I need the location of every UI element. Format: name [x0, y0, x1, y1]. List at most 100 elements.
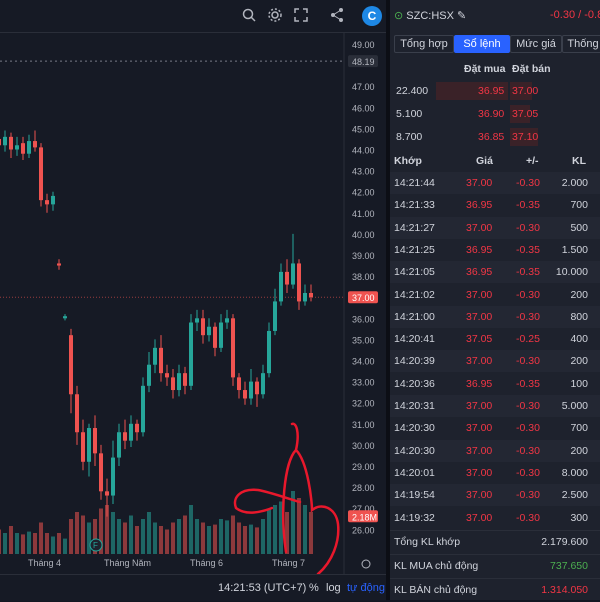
- volume-bar: [0, 529, 1, 554]
- trade-row[interactable]: 14:21:05 36.95 -0.35 10.000: [390, 261, 600, 284]
- trade-change: -0.30: [516, 511, 540, 524]
- trade-row[interactable]: 14:20:30 37.00 -0.30 700: [390, 417, 600, 440]
- trade-row[interactable]: 14:21:00 37.00 -0.30 800: [390, 305, 600, 328]
- volume-bar: [291, 491, 295, 554]
- symbol[interactable]: ⊙ SZC:HSX ✎: [394, 9, 466, 22]
- book-sell: 37.05: [512, 108, 539, 120]
- volume-bar: [255, 527, 259, 554]
- candle-body: [93, 428, 97, 454]
- total-label: Tổng KL khớp: [394, 536, 461, 548]
- candle-body: [105, 491, 109, 496]
- trade-change-header: +/-: [526, 155, 539, 167]
- candle-body: [309, 292, 313, 298]
- percent-toggle[interactable]: %: [309, 582, 319, 594]
- price-axis-label: 47.00: [352, 82, 375, 92]
- trade-change: -0.30: [516, 221, 540, 234]
- magnifier-icon[interactable]: [240, 7, 258, 25]
- price-axis-label: 49.00: [352, 40, 375, 50]
- trade-change: -0.30: [516, 489, 540, 502]
- volume-bar: [159, 526, 163, 554]
- volume-bar: [213, 524, 217, 554]
- trade-row[interactable]: 14:20:01 37.00 -0.30 8.000: [390, 461, 600, 484]
- trade-time: 14:21:05: [394, 266, 435, 279]
- trade-row[interactable]: 14:21:02 37.00 -0.30 200: [390, 283, 600, 306]
- trade-vol: 5.000: [561, 400, 588, 412]
- trade-vol: 1.500: [561, 243, 588, 256]
- trade-time: 14:20:39: [394, 355, 435, 368]
- trade-row[interactable]: 14:20:31 37.00 -0.30 5.000: [390, 395, 600, 417]
- volume-bar: [57, 533, 61, 554]
- time-axis-label: Tháng 7: [272, 558, 305, 568]
- price-axis-label: 2.18M: [352, 512, 377, 522]
- tab-3[interactable]: Thống: [562, 35, 600, 53]
- price-axis-label: 44.00: [352, 146, 375, 156]
- candle-body: [0, 138, 1, 146]
- candle-body: [57, 263, 61, 266]
- book-sell-bar: [510, 82, 532, 100]
- trade-row[interactable]: 14:21:44 37.00 -0.30 2.000: [390, 172, 600, 194]
- trade-time: 14:21:25: [394, 243, 435, 256]
- trade-vol: 8.000: [561, 466, 588, 479]
- candlestick-chart[interactable]: 49.00 48.19 47.00 46.00 45.00 44.00 43.00 42.00…: [0, 32, 386, 574]
- circle-icon: ⊙: [394, 10, 404, 22]
- gear-icon[interactable]: [266, 7, 284, 25]
- price-axis-label: 39.00: [352, 251, 375, 261]
- share-icon[interactable]: [328, 7, 346, 25]
- candle-body: [75, 394, 79, 433]
- log-toggle[interactable]: log: [326, 582, 341, 594]
- candle-body: [189, 322, 193, 386]
- candle-body: [261, 373, 265, 395]
- tab-0[interactable]: Tổng hợp: [394, 35, 454, 53]
- trade-row[interactable]: 14:21:33 36.95 -0.35 700: [390, 194, 600, 217]
- trade-vol: 10.000: [555, 266, 588, 279]
- trade-vol: 400: [570, 333, 588, 346]
- fullscreen-icon[interactable]: [292, 7, 310, 25]
- tab-1[interactable]: Sổ lệnh: [454, 35, 510, 53]
- panel-header: ⊙ SZC:HSX ✎ -0.30 / -0.8: [390, 0, 600, 32]
- trade-row[interactable]: 14:19:32 37.00 -0.30 300: [390, 506, 600, 529]
- volume-bar: [75, 512, 79, 554]
- trade-row[interactable]: 14:20:41 37.05 -0.25 400: [390, 328, 600, 351]
- trade-price: 36.95: [466, 377, 493, 390]
- price-change: -0.30 / -0.8: [550, 9, 600, 21]
- trade-row[interactable]: 14:19:54 37.00 -0.30 2.500: [390, 484, 600, 507]
- volume-bar: [261, 519, 265, 554]
- trade-time: 14:20:31: [394, 400, 435, 412]
- candle-body: [201, 318, 205, 336]
- candle-body: [141, 385, 145, 433]
- book-row[interactable]: 5.100 36.90 37.05: [390, 103, 600, 125]
- trade-row[interactable]: 14:21:27 37.00 -0.30 500: [390, 216, 600, 239]
- tab-2[interactable]: Mức giá: [510, 35, 562, 53]
- price-axis-label: 43.00: [352, 167, 375, 177]
- trade-change: -0.35: [516, 377, 540, 390]
- total-row: KL BÁN chủ động 1.314.050: [390, 578, 600, 602]
- trade-change: -0.30: [516, 400, 540, 412]
- volume-bar: [45, 533, 49, 554]
- volume-bar: [237, 522, 241, 554]
- book-row[interactable]: 8.700 36.85 37.10: [390, 126, 600, 148]
- trade-time: 14:20:01: [394, 466, 435, 479]
- candle-body: [183, 373, 187, 386]
- book-row[interactable]: 22.400 36.95 37.00: [390, 80, 600, 102]
- candle-body: [33, 141, 37, 148]
- trade-vol: 800: [570, 310, 588, 323]
- candle-body: [117, 432, 121, 458]
- volume-bar: [165, 529, 169, 554]
- trade-row[interactable]: 14:20:30 37.00 -0.30 200: [390, 439, 600, 462]
- volume-bar: [141, 519, 145, 554]
- auto-toggle[interactable]: tự động: [347, 582, 385, 594]
- trade-price: 37.00: [466, 355, 493, 368]
- price-axis-label: 30.00: [352, 441, 375, 451]
- chart-pane[interactable]: C 49.00 48.19 47.00 46.00 45.00 44.00 43.00 42.…: [0, 0, 386, 601]
- trade-price: 37.00: [466, 489, 493, 502]
- trade-row[interactable]: 14:20:39 37.00 -0.30 200: [390, 350, 600, 373]
- candle-body: [285, 271, 289, 285]
- volume-bar: [81, 515, 85, 554]
- pane-divider[interactable]: [386, 0, 390, 600]
- trade-row[interactable]: 14:21:25 36.95 -0.35 1.500: [390, 238, 600, 261]
- pencil-icon[interactable]: ✎: [457, 10, 467, 22]
- price-tag-bg: [348, 55, 378, 68]
- total-label: KL MUA chủ động: [394, 560, 479, 572]
- trade-row[interactable]: 14:20:36 36.95 -0.35 100: [390, 372, 600, 395]
- time-axis-label: Tháng Năm: [104, 558, 151, 568]
